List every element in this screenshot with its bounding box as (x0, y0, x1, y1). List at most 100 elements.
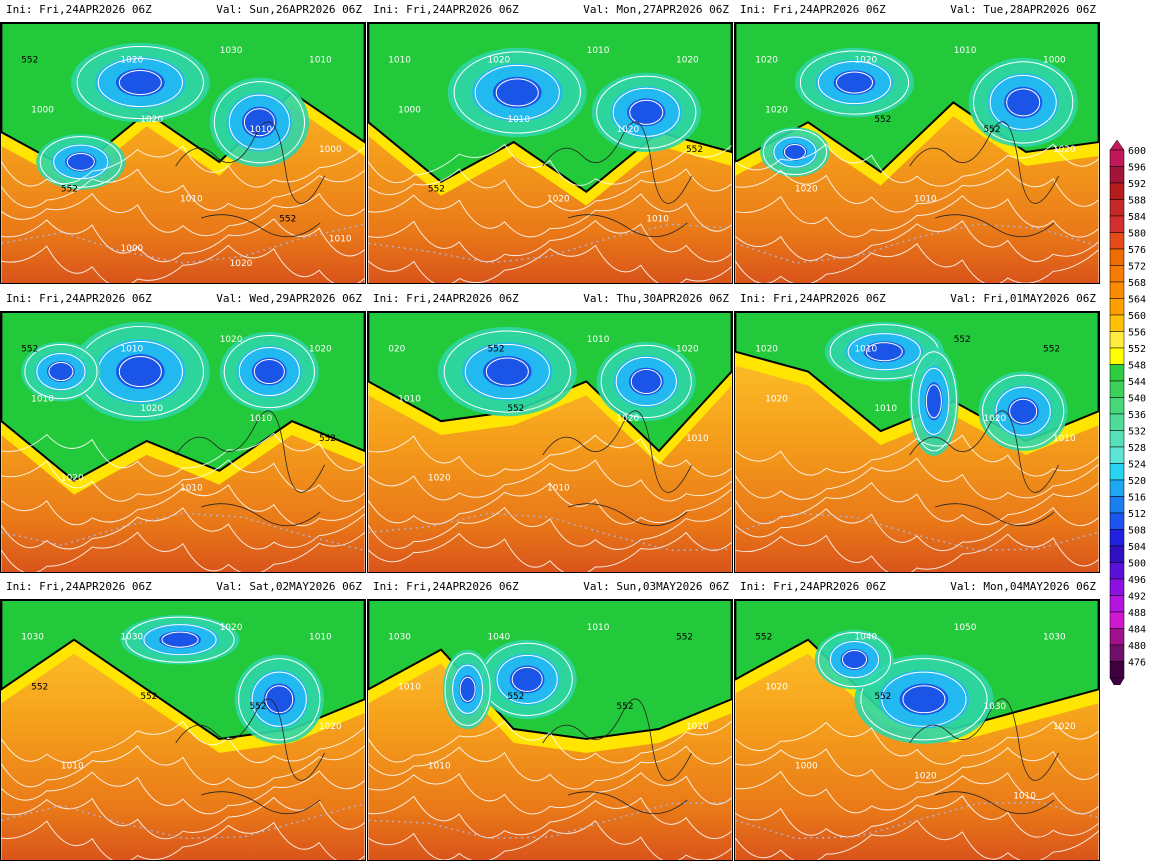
isobar-label: 1000 (120, 244, 143, 254)
isobar-line (973, 61, 1074, 144)
isobar-label: 1000 (398, 105, 421, 115)
geopotential-map: 1020 1010 552 552 1020 1010 1020 1010 (734, 311, 1100, 573)
colorbar-swatch (1109, 611, 1125, 629)
isobar-line (735, 533, 1099, 572)
isobar-label: 1020 (755, 56, 778, 66)
isobar-line (1, 145, 365, 188)
isobar-line (735, 482, 1099, 526)
isobar-line (368, 482, 732, 525)
isobar-line (735, 795, 1099, 838)
colorbar-tick-label: 588 (1128, 196, 1146, 207)
isobar-line (817, 60, 892, 105)
cold-core-inner (116, 68, 165, 97)
colorbar-tick-label: 524 (1128, 460, 1146, 471)
isobar-line (443, 330, 571, 413)
coastline (909, 410, 1059, 527)
isobar-label: 1010 (854, 345, 877, 355)
panel-header: Ini: Fri,24APR2026 06Z Val: Wed,29APR2026… (0, 289, 366, 309)
colorbar-swatch (1109, 578, 1125, 596)
valid-time-label: Val: Mon,04MAY2026 06Z (950, 580, 1096, 593)
panel-header: Ini: Fri,24APR2026 06Z Val: Mon,27APR2026… (367, 0, 733, 20)
isobar-label: 1010 (61, 762, 84, 772)
height-contour-label: 552 (507, 692, 524, 702)
isobar-label: 1020 (487, 56, 510, 66)
colorbar-swatch (1109, 166, 1125, 184)
isobar-line (829, 641, 880, 679)
colorbar-tick-label: 556 (1128, 328, 1146, 339)
valid-time-label: Val: Tue,28APR2026 06Z (950, 3, 1096, 16)
isobar-line (1, 745, 365, 789)
colorbar-swatch (1109, 331, 1125, 349)
isobar-line (860, 658, 988, 741)
height-contour-label: 552 (319, 434, 336, 444)
height-contour-label: 552 (21, 56, 38, 66)
cold-core-inner (263, 683, 295, 715)
isobar-line (1, 531, 365, 572)
isobar-line (735, 143, 1099, 187)
panel-header: Ini: Fri,24APR2026 06Z Val: Mon,04MAY2026… (734, 577, 1100, 597)
isobar-label: 1040 (854, 633, 877, 643)
colorbar-swatch (1109, 595, 1125, 613)
isobar-label: 1010 (686, 434, 709, 444)
isobar-label: 1010 (249, 414, 272, 424)
isobar-line (368, 531, 732, 572)
isobar-line (161, 631, 199, 648)
isobar-line (253, 359, 285, 385)
coastline (175, 698, 325, 815)
isobar-line (368, 219, 732, 263)
isobar-label: 1030 (220, 46, 243, 56)
isobar-label: 1020 (755, 345, 778, 355)
isobar-label: 1010 (954, 46, 977, 56)
height-contour-label: 552 (755, 633, 772, 643)
isobar-label: 1020 (765, 105, 788, 115)
isobar-label: 1010 (180, 484, 203, 494)
colorbar-swatch (1109, 644, 1125, 662)
colorbar-swatch (1109, 661, 1125, 679)
colorbar-swatch (1109, 446, 1125, 464)
isobar-label: 1010 (587, 46, 610, 56)
colorbar-swatch (1109, 215, 1125, 233)
isobar-label: 1030 (388, 633, 411, 643)
isobar-line (982, 374, 1065, 448)
isobar-label: 1020 (140, 404, 163, 414)
colorbar-tick-label: 552 (1128, 344, 1146, 355)
colorbar-tick-label: 532 (1128, 427, 1146, 438)
isobar-line (238, 658, 321, 741)
isobar-label: 1010 (398, 394, 421, 404)
isobar-line (735, 195, 1099, 238)
isobar-line (735, 507, 1099, 551)
colorbar-tick-label: 596 (1128, 163, 1146, 174)
isobar-line (596, 75, 697, 149)
isobar-line (453, 51, 581, 134)
colorbar-swatch (1109, 545, 1125, 563)
colorbar-tick-label: 568 (1128, 278, 1146, 289)
height-contour-label: 552 (140, 692, 157, 702)
isobar-line (368, 720, 732, 764)
init-time-label: Ini: Fri,24APR2026 06Z (740, 3, 886, 16)
isobar-label: 1010 (120, 345, 143, 355)
isobar-line (847, 333, 921, 371)
colorbar-swatch (1109, 149, 1125, 167)
colorbar-swatch (1109, 430, 1125, 448)
isobar-line (118, 356, 162, 388)
isobar-label: 1040 (487, 633, 510, 643)
isobar-line (24, 343, 98, 400)
isobar-label: 1020 (676, 345, 699, 355)
height-contour-label: 552 (874, 115, 891, 125)
dotted-temperature-contour (368, 512, 732, 552)
isobar-label: 1020 (61, 474, 84, 484)
isobar-line (444, 652, 491, 726)
colorbar-swatch (1109, 298, 1125, 316)
panel-header: Ini: Fri,24APR2026 06Z Val: Fri,01MAY2026… (734, 289, 1100, 309)
cold-core-inner (1004, 86, 1043, 119)
cold-core-inner (242, 106, 277, 138)
cold-core-inner (116, 354, 165, 389)
colorbar-swatch (1109, 232, 1125, 250)
isobar-line (143, 624, 217, 656)
height-contour-label: 552 (31, 682, 48, 692)
isobar-line (368, 244, 732, 283)
isobar-label: 1010 (507, 115, 530, 125)
isobar-line (600, 344, 692, 419)
isobar-label: 1020 (120, 56, 143, 66)
cold-core-inner (458, 675, 477, 704)
